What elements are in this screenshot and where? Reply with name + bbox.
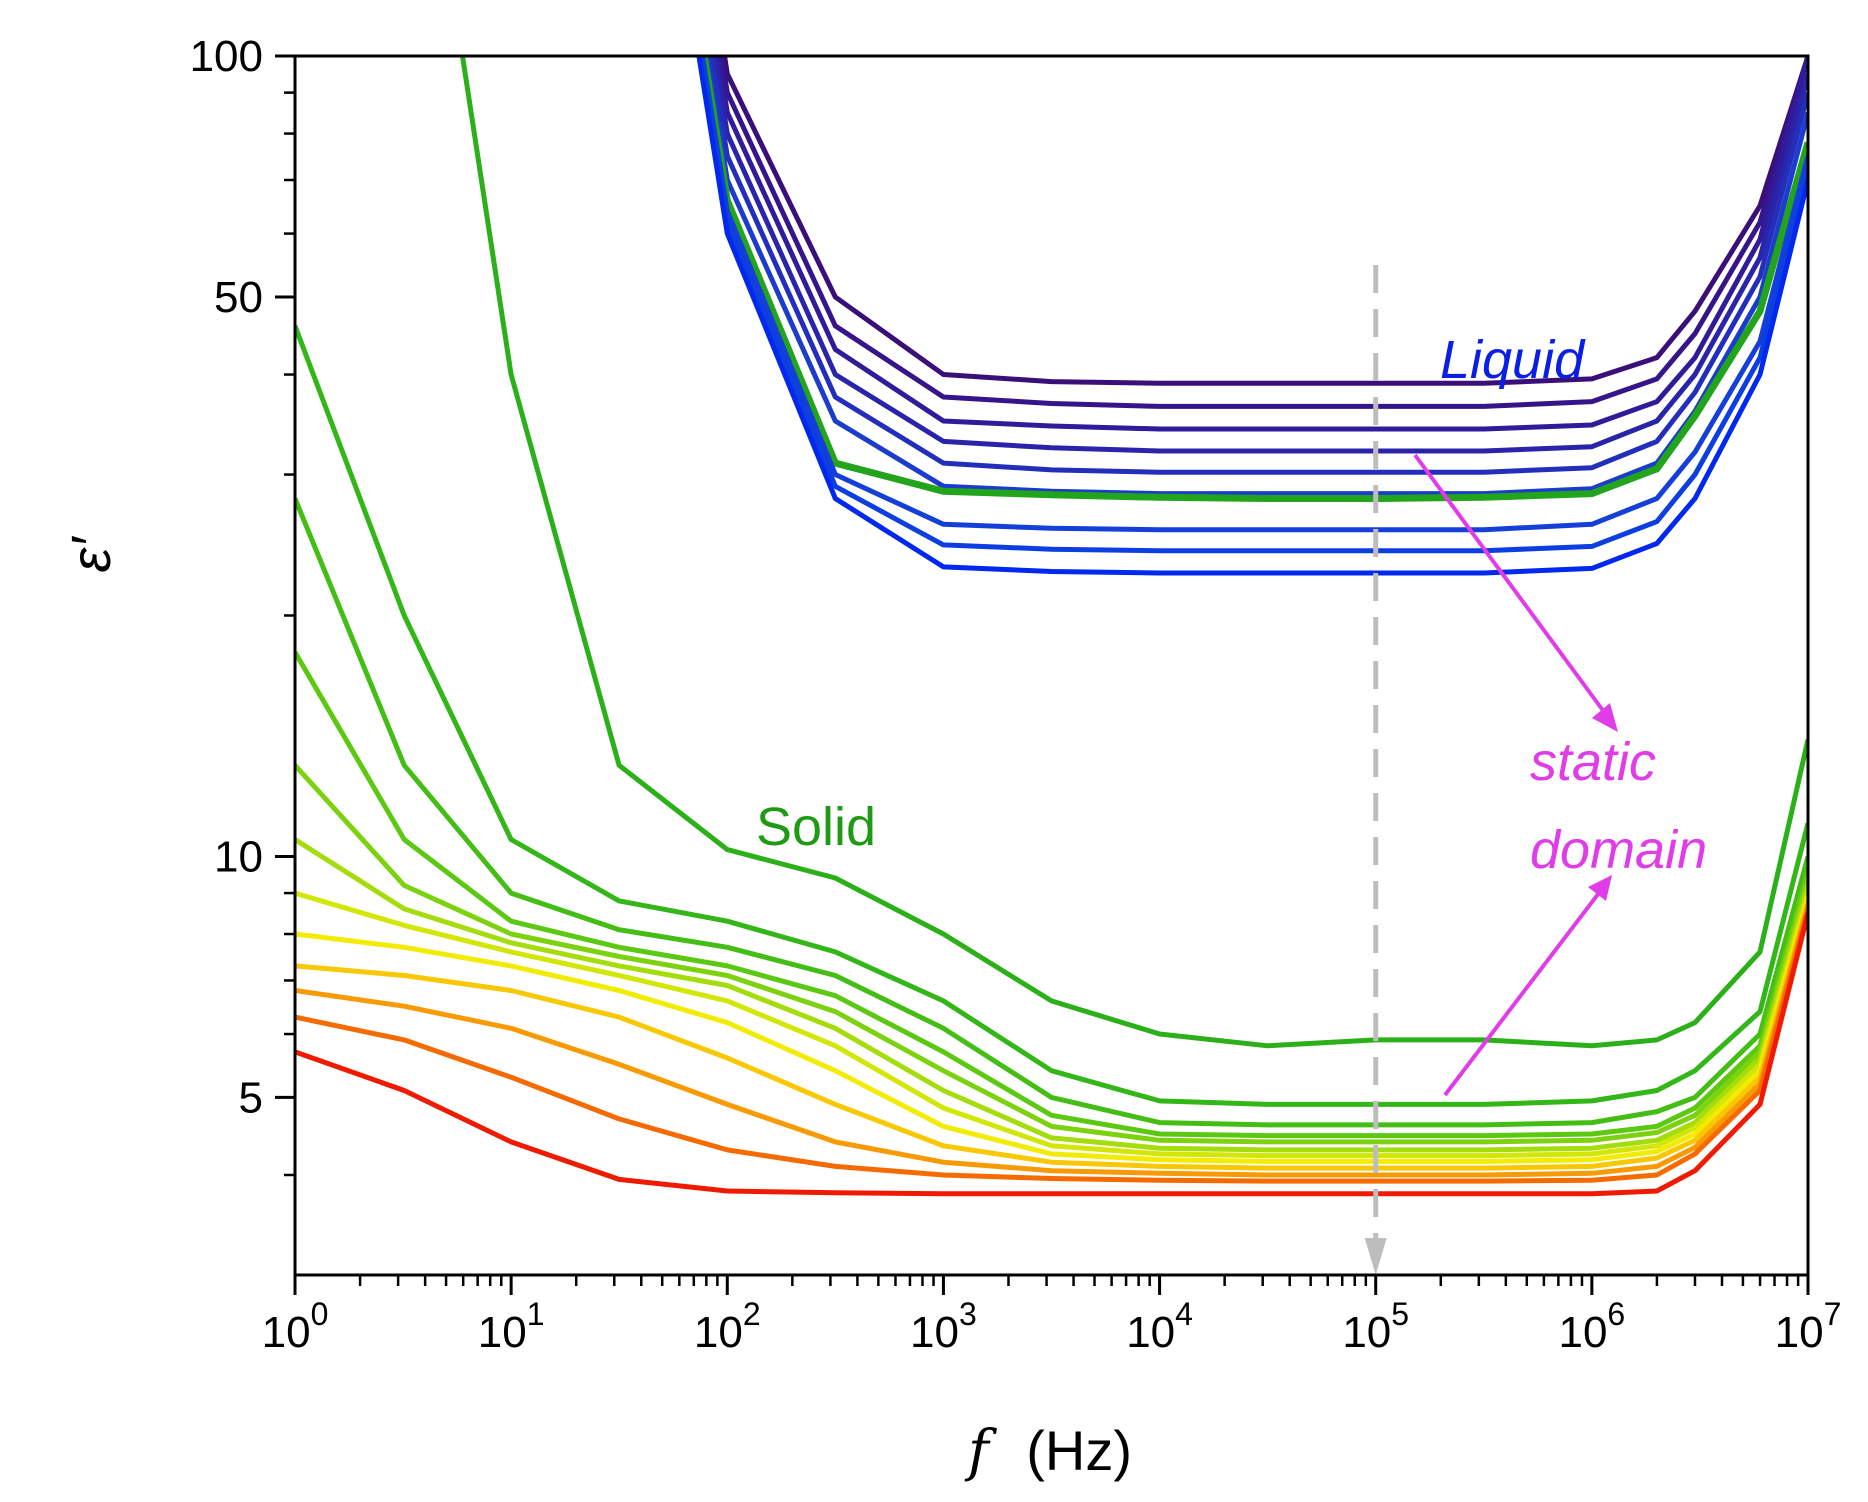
series-line-11	[459, 56, 1808, 1049]
dashed-arrow-head	[1364, 1238, 1387, 1275]
x-axis: 100 101 102 103 104 105 106 107	[262, 1275, 1842, 1357]
series-line-3	[715, 56, 1808, 432]
plot-frame	[293, 54, 1810, 1277]
x-tick-label: 106	[1558, 1296, 1625, 1357]
x-tick-label: 105	[1342, 1296, 1409, 1357]
series-line-5	[708, 56, 1808, 475]
series-line-14	[295, 650, 1808, 1139]
x-tick-label: 100	[262, 1296, 329, 1357]
series-line-21	[295, 908, 1808, 1184]
y-tick-label: 100	[190, 32, 263, 81]
y-axis: 5 10 50 100	[190, 32, 295, 1177]
y-axis-title: ε′	[59, 535, 122, 573]
annotation-domain: domain	[1530, 820, 1707, 880]
magenta-arrow-solid-to-static	[1443, 883, 1607, 1097]
annotation-liquid: Liquid	[1440, 330, 1586, 390]
annotation-static: static	[1530, 732, 1656, 792]
x-tick-label: 107	[1775, 1296, 1842, 1357]
series-line-15	[295, 763, 1808, 1145]
series-line-10	[696, 56, 1808, 576]
y-tick-label: 5	[239, 1073, 263, 1122]
series-line-7	[700, 56, 1808, 502]
series-line-18	[295, 896, 1808, 1164]
series-line-20	[295, 904, 1808, 1178]
magenta-arrowhead-down	[1592, 703, 1618, 732]
series-line-12	[295, 325, 1808, 1107]
series-line-1	[721, 56, 1808, 386]
magenta-arrow-liquid-to-static	[1413, 453, 1612, 722]
x-axis-unit: (Hz)	[1026, 1419, 1132, 1482]
y-tick-label: 50	[214, 273, 263, 322]
series-line-4	[712, 56, 1808, 454]
y-tick-label: 10	[214, 832, 263, 881]
series-line-16	[295, 837, 1808, 1153]
series-line-9	[698, 56, 1808, 554]
series-line-22	[295, 912, 1808, 1197]
x-axis-symbol: f	[964, 1419, 998, 1484]
x-axis-title: f (Hz)	[964, 1419, 1132, 1484]
series-line-17	[295, 890, 1808, 1159]
series-line-19	[295, 900, 1808, 1171]
x-tick-label: 104	[1126, 1296, 1193, 1357]
x-tick-label: 103	[910, 1296, 977, 1357]
series-line-2	[719, 56, 1808, 409]
series-layer	[295, 56, 1808, 1197]
series-line-8	[700, 56, 1808, 533]
magenta-arrowhead-up	[1588, 875, 1612, 901]
x-tick-label: 102	[694, 1296, 761, 1357]
x-tick-label: 101	[478, 1296, 545, 1357]
series-line-13	[295, 497, 1808, 1128]
annotation-solid: Solid	[756, 797, 876, 857]
